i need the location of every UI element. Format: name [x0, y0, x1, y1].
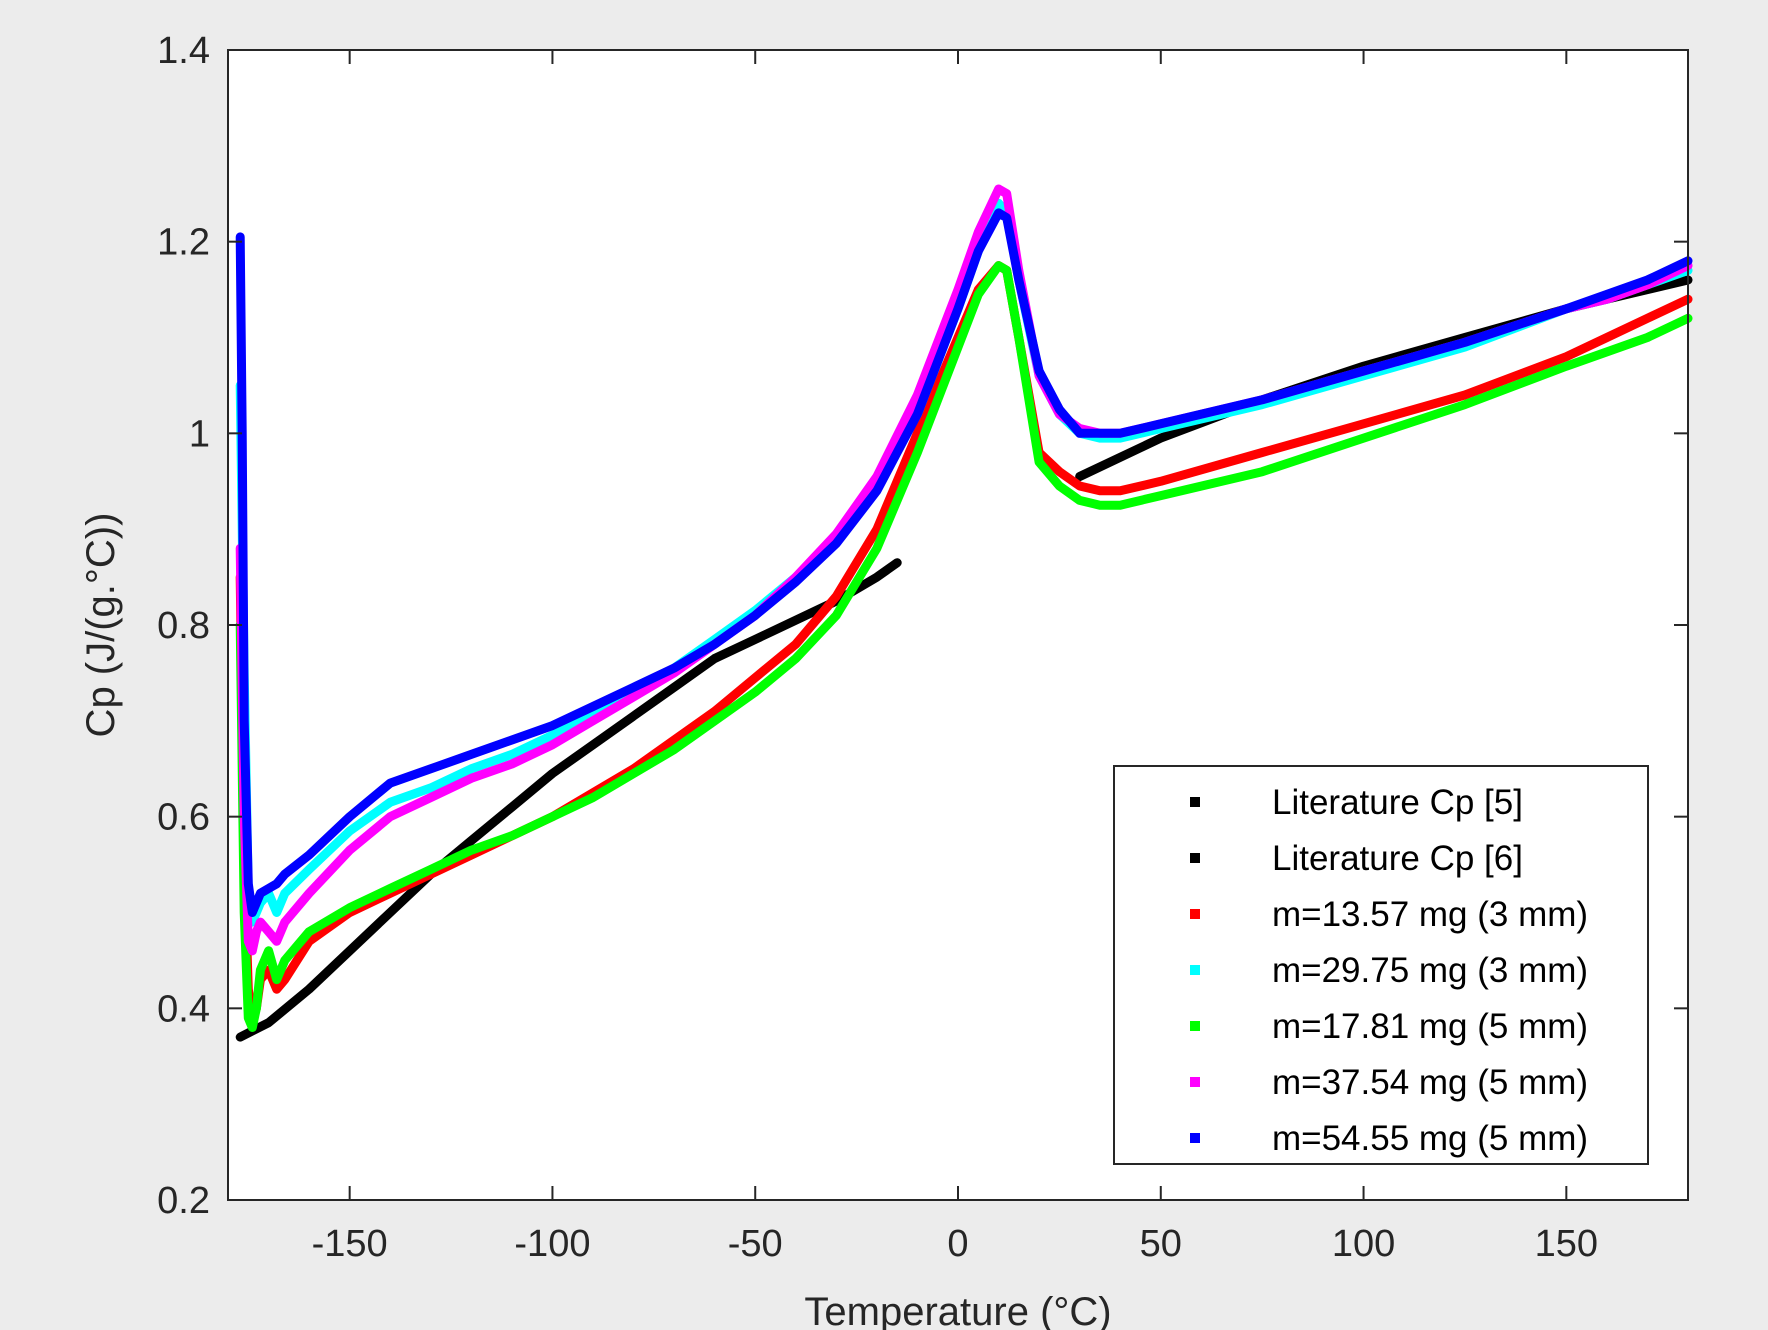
y-tick-label: 0.6 — [157, 797, 210, 839]
y-axis-label: Cp (J/(g.°C)) — [79, 513, 123, 738]
legend-label-5: m=37.54 mg (5 mm) — [1272, 1063, 1588, 1102]
y-tick-label: 1.2 — [157, 222, 210, 264]
x-tick-label: -100 — [514, 1223, 590, 1265]
y-tick-label: 0.4 — [157, 988, 210, 1030]
x-tick-label: -150 — [312, 1223, 388, 1265]
legend-label-6: m=54.55 mg (5 mm) — [1272, 1119, 1588, 1158]
y-tick-label: 1 — [189, 413, 210, 455]
legend-marker-3 — [1190, 965, 1200, 975]
x-axis-label: Temperature (°C) — [804, 1290, 1111, 1330]
legend-label-0: Literature Cp [5] — [1272, 783, 1523, 822]
x-tick-label: 150 — [1535, 1223, 1598, 1265]
legend-marker-2 — [1190, 909, 1200, 919]
legend-marker-0 — [1190, 797, 1200, 807]
x-tick-label: 0 — [947, 1223, 968, 1265]
y-tick-label: 0.2 — [157, 1180, 210, 1222]
y-tick-label: 1.4 — [157, 30, 210, 72]
x-tick-label: -50 — [728, 1223, 783, 1265]
x-tick-label: 50 — [1140, 1223, 1182, 1265]
y-tick-label: 0.8 — [157, 605, 210, 647]
legend-label-1: Literature Cp [6] — [1272, 839, 1523, 878]
x-tick-label: 100 — [1332, 1223, 1395, 1265]
legend-marker-1 — [1190, 853, 1200, 863]
legend-marker-5 — [1190, 1077, 1200, 1087]
legend-marker-6 — [1190, 1133, 1200, 1143]
legend: Literature Cp [5] Literature Cp [6] m=13.5… — [1114, 766, 1648, 1164]
legend-label-3: m=29.75 mg (3 mm) — [1272, 951, 1588, 990]
legend-label-4: m=17.81 mg (5 mm) — [1272, 1007, 1588, 1046]
legend-label-2: m=13.57 mg (3 mm) — [1272, 895, 1588, 934]
legend-marker-4 — [1190, 1021, 1200, 1031]
